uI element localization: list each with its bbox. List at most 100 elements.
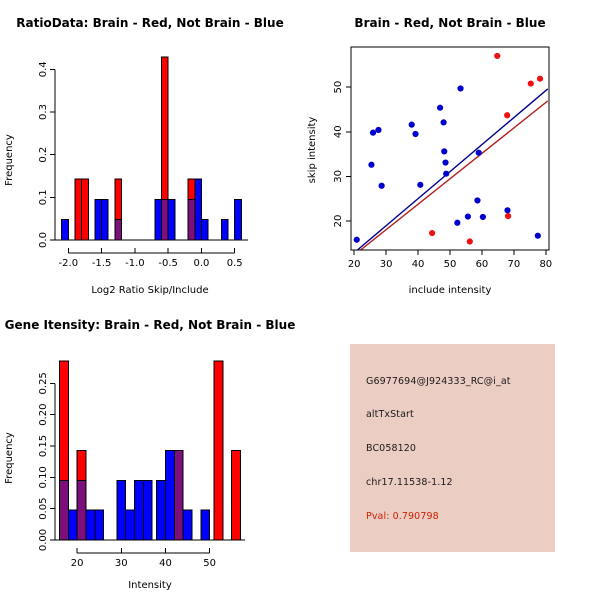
scatter-point-blue bbox=[534, 232, 541, 239]
scatter-plot-area: 20 30 40 50 20 30 40 50 60 70 80 bbox=[333, 46, 552, 270]
gene-bar-overlap bbox=[173, 449, 184, 541]
scatter-point-blue bbox=[353, 236, 360, 243]
scatter-x-axis-label: include intensity bbox=[409, 285, 492, 296]
ratio-bar-blue bbox=[61, 219, 69, 241]
gene-info-box: G6977694@J924333_RC@i_at altTxStart BC05… bbox=[350, 344, 555, 552]
ratio-bar-red bbox=[160, 56, 169, 200]
locus-text: chr17.11538-1.12 bbox=[366, 477, 453, 488]
ratio-y-tick-label: 0.1 bbox=[38, 189, 49, 205]
ratio-bar-red bbox=[187, 178, 196, 200]
scatter-point-red bbox=[504, 112, 511, 119]
ratio-bar-overlap bbox=[114, 219, 123, 241]
scatter-point-blue bbox=[454, 219, 461, 226]
ratio-plot-area: 0.0 0.1 0.2 0.3 0.4 -2.0 -1.5 -1.0 -0.5 0.0 0.5 bbox=[38, 56, 248, 269]
accession-text: BC058120 bbox=[366, 443, 417, 454]
ratio-y-tick-label: 0.3 bbox=[38, 104, 49, 120]
gene-bar-blue bbox=[94, 509, 105, 541]
scatter-point-blue bbox=[443, 170, 450, 177]
ratio-y-axis-label: Frequency bbox=[4, 134, 15, 186]
scatter-point-blue bbox=[437, 104, 444, 111]
gene-plot-area: 0.00 0.05 0.10 0.15 0.20 0.25 20 30 40 50 bbox=[38, 360, 245, 569]
gene-y-tick-label: 0.05 bbox=[38, 498, 49, 520]
gene-x-axis-label: Intensity bbox=[128, 580, 172, 591]
gene-bar-blue bbox=[125, 509, 136, 541]
panel-gene-intensity-histogram: Gene Itensity: Brain - Red, Not Brain - … bbox=[0, 300, 300, 600]
gene-bar-overlap bbox=[58, 479, 69, 541]
scatter-frame bbox=[350, 46, 550, 251]
scatter-point-blue bbox=[457, 85, 464, 92]
ratio-y-tick-label: 0.0 bbox=[38, 232, 49, 248]
scatter-point-blue bbox=[378, 182, 385, 189]
ratio-bar-blue bbox=[101, 198, 109, 241]
scatter-y-tick-label: 50 bbox=[333, 81, 344, 94]
scatter-title: Brain - Red, Not Brain - Blue bbox=[354, 16, 545, 30]
ratio-bar-red bbox=[74, 178, 83, 241]
ratio-histogram-title: RatioData: Brain - Red, Not Brain - Blue bbox=[16, 16, 283, 30]
ratio-y-tick-label: 0.4 bbox=[38, 61, 49, 77]
gene-bar-blue bbox=[142, 479, 153, 541]
gene-bar-blue bbox=[116, 479, 127, 541]
gene-y-tick-label: 0.20 bbox=[38, 404, 49, 426]
gene-y-tick-label: 0.15 bbox=[38, 435, 49, 457]
gene-bar-blue bbox=[200, 509, 211, 541]
probe-id-text: G6977694@J924333_RC@i_at bbox=[366, 376, 511, 387]
scatter-y-tick-label: 40 bbox=[333, 125, 344, 138]
scatter-point-blue bbox=[412, 130, 419, 138]
scatter-x-tick-label: 80 bbox=[539, 259, 552, 270]
scatter-point-red bbox=[494, 52, 501, 60]
scatter-point-red bbox=[429, 229, 436, 237]
scatter-point-blue bbox=[464, 213, 471, 220]
ratio-bar-blue bbox=[200, 219, 209, 241]
gene-bar-blue bbox=[134, 479, 144, 541]
scatter-x-tick-label: 20 bbox=[348, 259, 361, 270]
ratio-x-tick-label: -0.5 bbox=[158, 258, 178, 269]
ratio-bar-red bbox=[81, 178, 89, 241]
scatter-x-tick-label: 70 bbox=[508, 259, 521, 270]
ratio-x-tick-label: 0.5 bbox=[227, 258, 243, 269]
gene-bar-blue bbox=[156, 479, 166, 541]
scatter-point-blue bbox=[441, 148, 448, 155]
gene-bar-blue bbox=[182, 509, 193, 541]
scatter-point-blue bbox=[408, 121, 415, 128]
ratio-y-tick-label: 0.2 bbox=[38, 147, 49, 163]
gene-bar-red bbox=[76, 449, 87, 481]
scatter-point-blue bbox=[368, 161, 375, 168]
scatter-point-blue bbox=[479, 213, 486, 221]
ratio-bar-blue bbox=[154, 198, 162, 241]
scatter-point-blue bbox=[474, 197, 481, 204]
gene-x-tick-label: 20 bbox=[71, 558, 84, 569]
ratio-bar-overlap bbox=[187, 198, 196, 241]
event-type-text: altTxStart bbox=[366, 409, 414, 420]
scatter-x-tick-label: 30 bbox=[380, 259, 393, 270]
ratio-x-tick-label: -2.0 bbox=[59, 258, 79, 269]
scatter-y-tick-label: 30 bbox=[333, 170, 344, 183]
gene-bar-blue bbox=[85, 509, 96, 541]
gene-x-tick-label: 50 bbox=[203, 558, 216, 569]
ratio-x-tick-label: -1.5 bbox=[92, 258, 112, 269]
gene-x-tick-label: 30 bbox=[115, 558, 128, 569]
scatter-point-blue bbox=[375, 126, 382, 134]
gene-bar-blue bbox=[67, 509, 78, 541]
gene-bar-overlap bbox=[76, 479, 87, 541]
ratio-bar-blue bbox=[94, 198, 103, 241]
scatter-x-tick-label: 50 bbox=[444, 259, 457, 270]
ratio-bar-red bbox=[114, 178, 123, 221]
ratio-bar-blue bbox=[194, 178, 202, 241]
gene-y-tick-label: 0.10 bbox=[38, 466, 49, 488]
ratio-bar-blue bbox=[220, 219, 229, 241]
gene-bar-blue bbox=[164, 449, 175, 541]
panel-ratio-histogram: RatioData: Brain - Red, Not Brain - Blue… bbox=[0, 0, 300, 300]
ratio-histogram-svg: RatioData: Brain - Red, Not Brain - Blue… bbox=[4, 16, 284, 296]
gene-bar-red bbox=[231, 449, 242, 541]
scatter-y-tick-label: 20 bbox=[333, 215, 344, 228]
scatter-point-blue bbox=[417, 181, 424, 188]
ratio-x-axis-label: Log2 Ratio Skip/Include bbox=[91, 285, 208, 296]
scatter-point-red bbox=[505, 212, 512, 220]
gene-bar-red bbox=[58, 360, 69, 481]
scatter-fit-line-blue bbox=[356, 88, 549, 250]
scatter-point-red bbox=[527, 80, 534, 87]
panel-gene-info: G6977694@J924333_RC@i_at altTxStart BC05… bbox=[300, 300, 600, 600]
panel-intensity-scatter: Brain - Red, Not Brain - Blue 20 30 40 50 20… bbox=[300, 0, 600, 300]
scatter-x-tick-label: 60 bbox=[476, 259, 489, 270]
